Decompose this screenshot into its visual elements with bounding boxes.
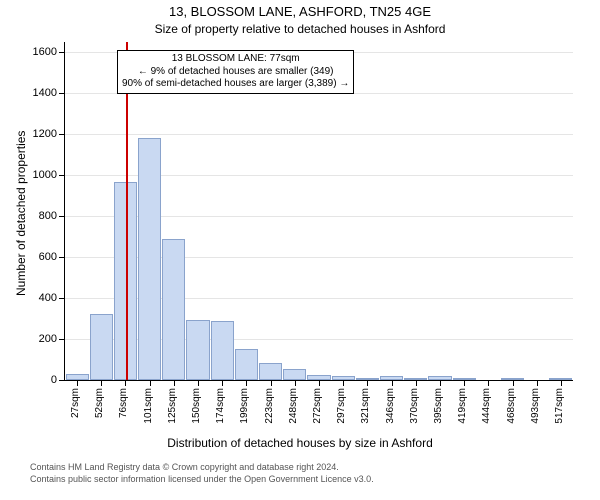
- x-tick-label: 517sqm: [554, 388, 565, 424]
- x-tick: [174, 380, 175, 386]
- x-tick-label: 248sqm: [288, 388, 299, 424]
- x-tick: [537, 380, 538, 386]
- x-tick-label: 76sqm: [118, 388, 129, 418]
- chart-subtitle: Size of property relative to detached ho…: [0, 22, 600, 36]
- y-tick: [59, 134, 65, 135]
- x-tick: [101, 380, 102, 386]
- bar: [138, 138, 161, 380]
- x-tick-label: 321sqm: [360, 388, 371, 424]
- y-tick-label: 1200: [33, 128, 57, 140]
- x-tick: [150, 380, 151, 386]
- footer-line-1: Contains HM Land Registry data © Crown c…: [30, 462, 374, 474]
- gridline: [65, 134, 573, 135]
- x-tick: [464, 380, 465, 386]
- y-tick-label: 600: [39, 251, 57, 263]
- annotation-line: 90% of semi-detached houses are larger (…: [122, 78, 349, 91]
- y-tick-label: 1400: [33, 87, 57, 99]
- x-tick: [416, 380, 417, 386]
- y-tick: [59, 52, 65, 53]
- x-tick: [271, 380, 272, 386]
- y-tick: [59, 380, 65, 381]
- y-tick: [59, 257, 65, 258]
- x-axis-label: Distribution of detached houses by size …: [0, 436, 600, 450]
- bar: [235, 349, 258, 380]
- x-tick: [77, 380, 78, 386]
- x-tick-label: 52sqm: [94, 388, 105, 418]
- footer-line-2: Contains public sector information licen…: [30, 474, 374, 486]
- x-tick: [222, 380, 223, 386]
- x-tick-label: 199sqm: [239, 388, 250, 424]
- x-tick: [319, 380, 320, 386]
- bar: [90, 314, 113, 380]
- plot-area: 0200400600800100012001400160027sqm52sqm7…: [64, 42, 573, 381]
- y-tick-label: 1000: [33, 169, 57, 181]
- x-tick: [198, 380, 199, 386]
- x-tick-label: 297sqm: [336, 388, 347, 424]
- chart-container: 13, BLOSSOM LANE, ASHFORD, TN25 4GE Size…: [0, 0, 600, 500]
- annotation-box: 13 BLOSSOM LANE: 77sqm← 9% of detached h…: [117, 50, 354, 94]
- bar: [259, 363, 282, 380]
- chart-title: 13, BLOSSOM LANE, ASHFORD, TN25 4GE: [0, 4, 600, 19]
- x-tick: [440, 380, 441, 386]
- x-tick: [343, 380, 344, 386]
- x-tick-label: 468sqm: [506, 388, 517, 424]
- y-tick-label: 1600: [33, 46, 57, 58]
- x-tick-label: 370sqm: [409, 388, 420, 424]
- x-tick-label: 346sqm: [385, 388, 396, 424]
- x-tick: [125, 380, 126, 386]
- x-tick: [392, 380, 393, 386]
- y-tick-label: 400: [39, 292, 57, 304]
- y-tick: [59, 175, 65, 176]
- x-tick: [295, 380, 296, 386]
- bar: [162, 239, 185, 380]
- y-tick: [59, 93, 65, 94]
- y-tick-label: 200: [39, 333, 57, 345]
- y-tick: [59, 339, 65, 340]
- x-tick-label: 272sqm: [312, 388, 323, 424]
- x-tick-label: 125sqm: [167, 388, 178, 424]
- x-tick: [513, 380, 514, 386]
- footer-attribution: Contains HM Land Registry data © Crown c…: [30, 462, 374, 485]
- x-tick-label: 150sqm: [191, 388, 202, 424]
- y-tick: [59, 216, 65, 217]
- bar: [211, 321, 234, 380]
- x-tick-label: 174sqm: [215, 388, 226, 424]
- x-tick-label: 493sqm: [530, 388, 541, 424]
- bar: [283, 369, 306, 380]
- y-tick: [59, 298, 65, 299]
- x-tick-label: 223sqm: [264, 388, 275, 424]
- y-tick-label: 0: [51, 374, 57, 386]
- annotation-line: ← 9% of detached houses are smaller (349…: [122, 66, 349, 79]
- y-tick-label: 800: [39, 210, 57, 222]
- bar: [186, 320, 209, 380]
- y-axis-label: Number of detached properties: [14, 131, 28, 296]
- x-tick: [488, 380, 489, 386]
- x-tick-label: 101sqm: [143, 388, 154, 424]
- x-tick-label: 27sqm: [70, 388, 81, 418]
- x-tick: [561, 380, 562, 386]
- x-tick-label: 395sqm: [433, 388, 444, 424]
- x-tick: [367, 380, 368, 386]
- x-tick: [246, 380, 247, 386]
- x-tick-label: 444sqm: [481, 388, 492, 424]
- annotation-line: 13 BLOSSOM LANE: 77sqm: [122, 53, 349, 66]
- x-tick-label: 419sqm: [457, 388, 468, 424]
